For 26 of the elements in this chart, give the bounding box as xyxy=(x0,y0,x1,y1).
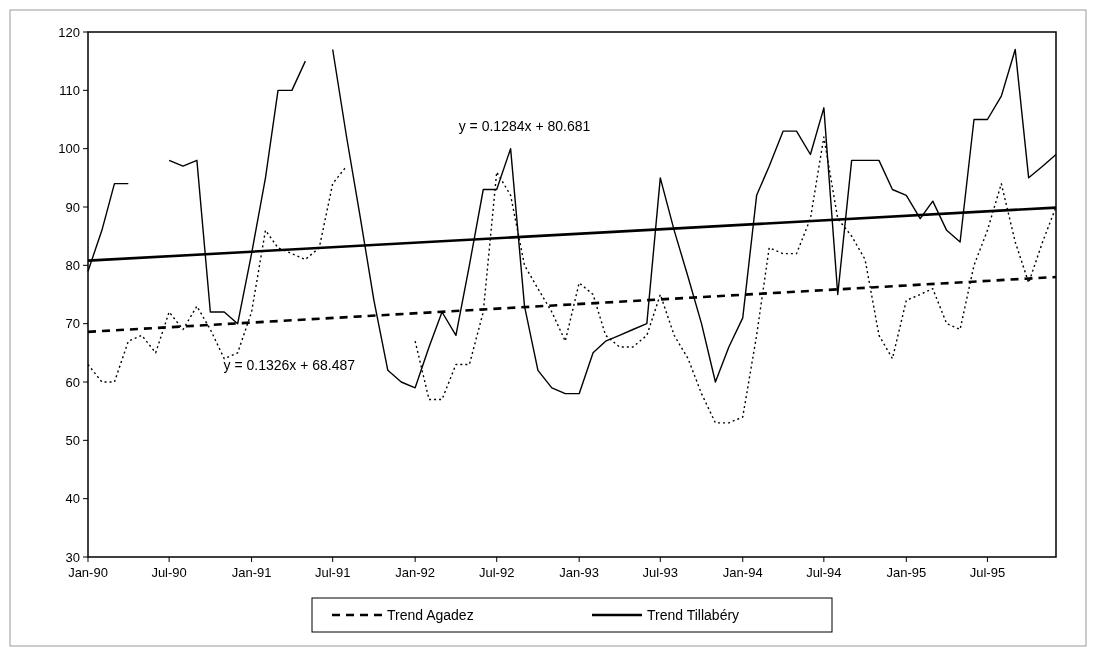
y-tick-label: 90 xyxy=(65,199,80,215)
x-tick-label: Jul-90 xyxy=(151,565,187,580)
y-tick-label: 30 xyxy=(65,549,80,565)
x-tick-label: Jan-90 xyxy=(68,565,108,580)
y-tick-label: 80 xyxy=(65,257,80,273)
y-tick-label: 50 xyxy=(65,432,80,448)
annotation: y = 0.1284x + 80.681 xyxy=(458,118,591,135)
x-tick-label: Jul-92 xyxy=(479,565,515,580)
y-tick-label: 120 xyxy=(58,24,80,40)
y-tick-label: 100 xyxy=(58,141,80,157)
annotation: y = 0.1326x + 68.487 xyxy=(223,357,356,374)
x-tick-label: Jan-92 xyxy=(395,565,436,580)
x-tick-label: Jan-93 xyxy=(559,565,600,580)
x-tick-label: Jul-95 xyxy=(969,565,1006,580)
y-tick-label: 60 xyxy=(65,374,80,390)
x-tick-label: Jan-91 xyxy=(231,565,272,580)
x-tick-label: Jan-95 xyxy=(886,565,927,580)
x-tick-label: Jul-93 xyxy=(642,565,678,580)
y-tick-label: 70 xyxy=(65,316,80,332)
y-tick-label: 40 xyxy=(65,491,80,507)
x-tick-label: Jan-94 xyxy=(722,565,763,580)
legend-label: Trend Agadez xyxy=(387,606,474,623)
x-tick-label: Jul-94 xyxy=(806,565,842,580)
y-tick-label: 110 xyxy=(59,82,80,98)
legend-label: Trend Tillabéry xyxy=(647,606,740,623)
x-tick-label: Jul-91 xyxy=(314,565,351,580)
